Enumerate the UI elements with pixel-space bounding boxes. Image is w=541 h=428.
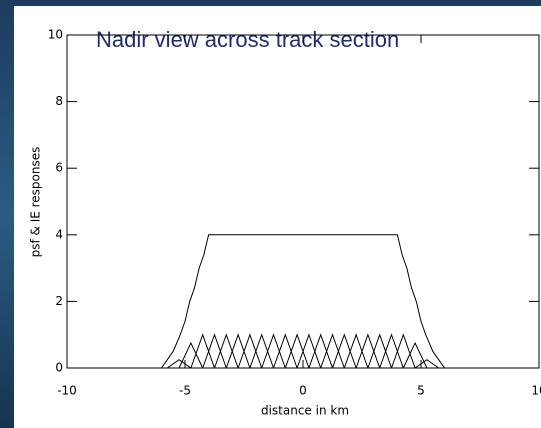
response-line — [178, 341, 204, 369]
x-axis-label: distance in km — [261, 404, 349, 418]
response-line — [320, 333, 345, 369]
plot-background — [14, 6, 541, 428]
y-tick-label: 2 — [55, 294, 63, 308]
response-line — [249, 333, 274, 369]
x-tick-label: -5 — [179, 384, 191, 398]
response-line — [308, 333, 333, 369]
response-line — [414, 359, 439, 369]
response-line — [379, 333, 404, 369]
response-line — [225, 333, 251, 369]
y-axis-label: psf & IE responses — [29, 147, 43, 258]
chart-title: Nadir view across track section — [96, 27, 399, 52]
response-line — [391, 333, 416, 369]
response-line — [273, 333, 298, 369]
response-line — [343, 333, 369, 369]
response-line — [67, 234, 539, 369]
x-tick-label: 5 — [417, 384, 425, 398]
response-line — [202, 333, 227, 369]
response-line — [237, 333, 263, 369]
response-line — [261, 333, 286, 369]
response-line — [167, 359, 192, 369]
x-tick-label: 0 — [299, 384, 307, 398]
response-line — [190, 333, 215, 369]
x-tick-label: 10 — [531, 384, 541, 398]
response-line — [355, 333, 381, 369]
y-tick-label: 6 — [55, 161, 63, 175]
y-tick-label: 8 — [55, 94, 63, 108]
response-line — [284, 333, 310, 369]
y-tick-label: 0 — [55, 361, 63, 375]
y-tick-label: 4 — [55, 227, 63, 241]
response-line — [367, 333, 392, 369]
response-line — [214, 333, 239, 369]
x-tick-label: -10 — [57, 384, 77, 398]
y-tick-label: 10 — [48, 28, 63, 42]
response-line — [296, 333, 322, 369]
response-line — [402, 341, 428, 369]
response-line — [332, 333, 357, 369]
